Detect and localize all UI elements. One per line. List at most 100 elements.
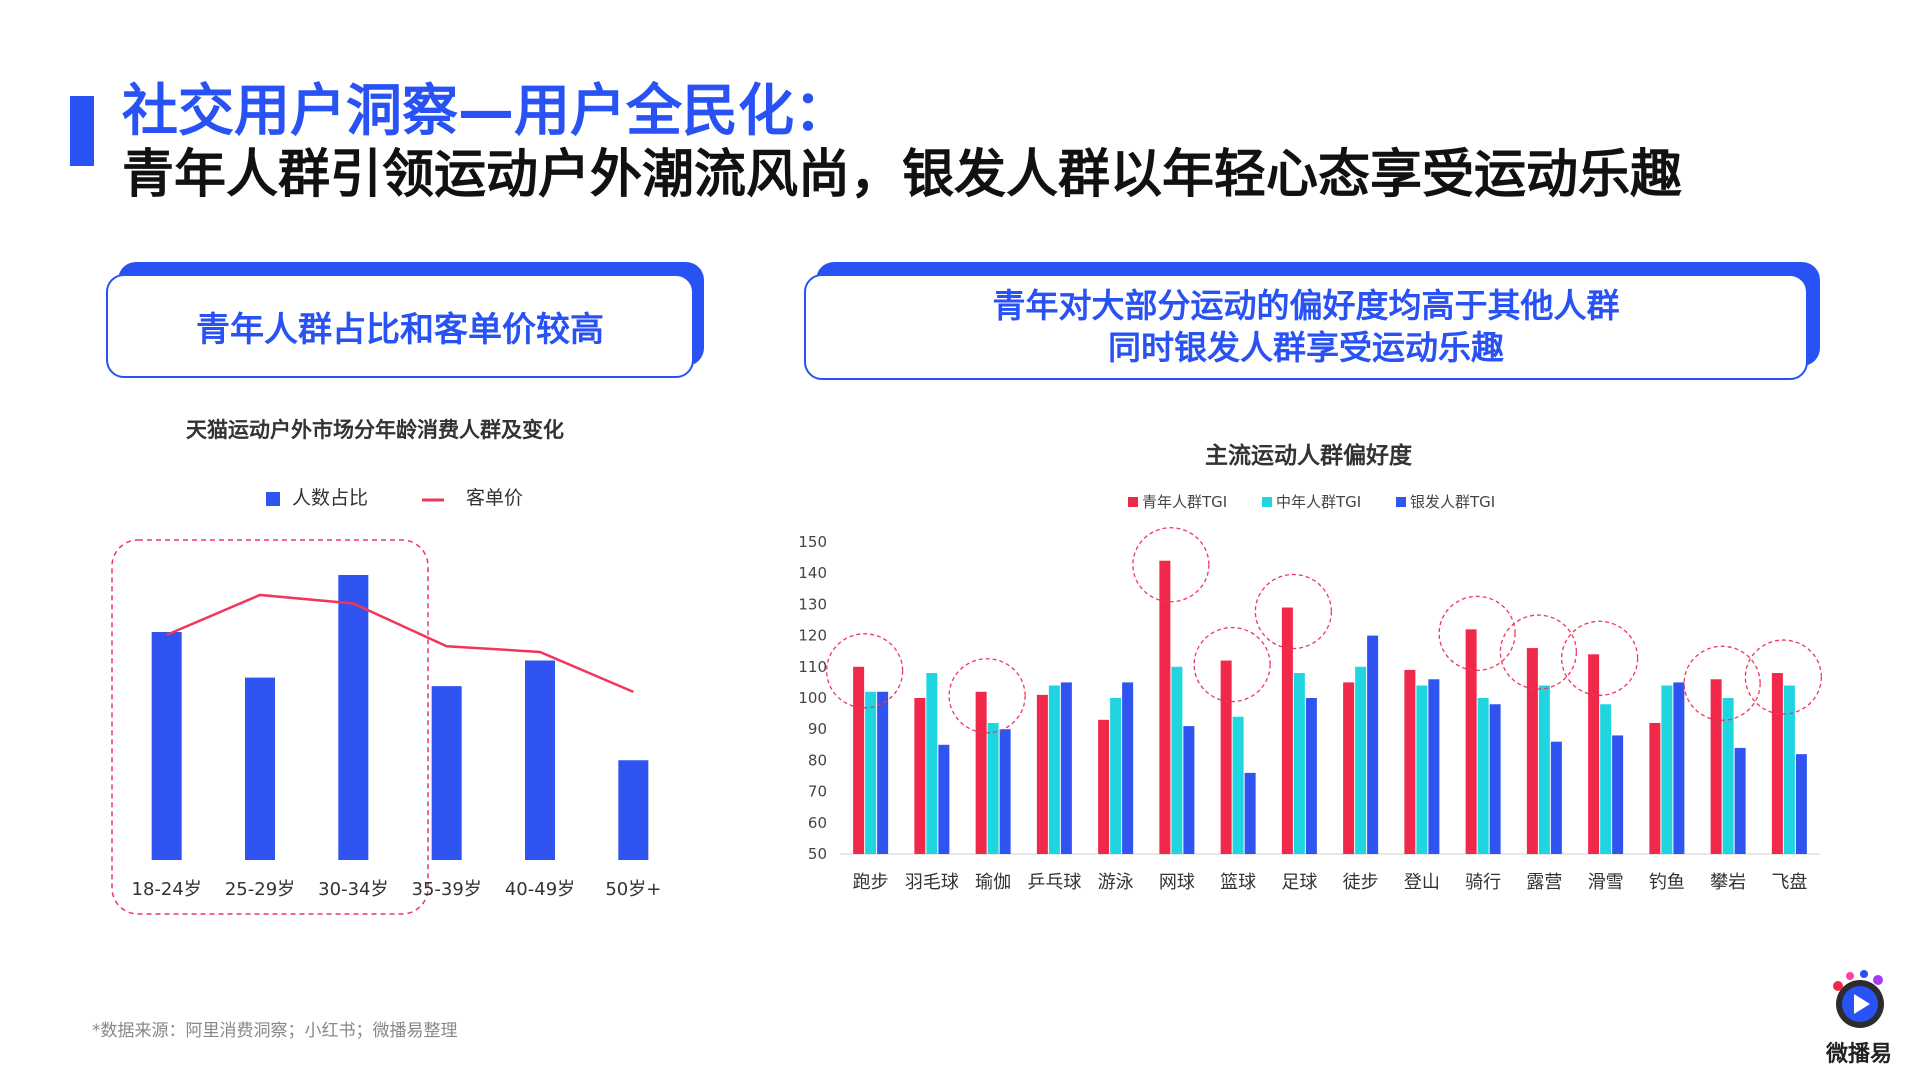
x-tick-label-1: 25-29岁	[225, 879, 295, 900]
bar-young-11	[1526, 648, 1538, 854]
bar-middle-6	[1232, 716, 1244, 854]
x-tick-label-12: 滑雪	[1588, 872, 1624, 893]
logo-text: 微播易	[1826, 1042, 1893, 1067]
right-callout-line1: 青年对大部分运动的偏好度均高于其他人群	[992, 286, 1620, 325]
x-tick-label-5: 50岁+	[605, 879, 661, 900]
bar-silver-8	[1367, 635, 1379, 854]
bar-middle-1	[926, 673, 938, 854]
bar-silver-14	[1734, 747, 1746, 854]
bar-young-5	[1159, 560, 1171, 854]
x-tick-label-0: 18-24岁	[132, 879, 202, 900]
bar-silver-2	[999, 729, 1011, 854]
bar-middle-11	[1538, 685, 1550, 854]
x-tick-label-5: 网球	[1159, 872, 1195, 893]
bar-middle-4	[1110, 698, 1122, 854]
legend-swatch-silver	[1396, 497, 1406, 507]
legend-label-young: 青年人群TGI	[1142, 493, 1227, 511]
legend-label-price: 客单价	[466, 487, 523, 509]
bar-young-10	[1465, 629, 1477, 854]
legend-label-count: 人数占比	[292, 487, 368, 509]
legend-label-middle: 中年人群TGI	[1276, 493, 1361, 511]
right-callout: 青年对大部分运动的偏好度均高于其他人群 同时银发人群享受运动乐趣	[804, 274, 1808, 380]
highlight-circle-5	[1132, 527, 1210, 603]
left-callout: 青年人群占比和客单价较高	[106, 274, 694, 378]
x-tick-label-4: 40-49岁	[505, 879, 575, 900]
weiboyi-logo-icon	[1833, 970, 1884, 1028]
bar-young-4	[1098, 719, 1110, 854]
bar-young-13	[1649, 722, 1661, 854]
left-chart-legend: 人数占比 客单价	[266, 487, 523, 509]
highlight-circle-15	[1744, 639, 1823, 715]
legend-label-silver: 银发人群TGI	[1410, 493, 1495, 511]
x-tick-label-9: 登山	[1404, 872, 1440, 893]
bar-silver-4	[1122, 682, 1134, 854]
bar-silver-15	[1795, 754, 1807, 854]
y-tick-label-1: 60	[808, 814, 827, 832]
y-tick-label-9: 140	[798, 564, 827, 582]
bar-share-1	[245, 677, 275, 860]
bar-share-2	[338, 575, 369, 860]
highlight-circle-0	[825, 633, 904, 709]
bar-silver-6	[1244, 772, 1256, 854]
bar-middle-10	[1477, 698, 1489, 854]
x-tick-label-14: 攀岩	[1710, 872, 1746, 893]
bar-middle-13	[1661, 685, 1673, 854]
x-tick-label-1: 羽毛球	[905, 872, 959, 893]
legend-swatch-count	[266, 492, 280, 506]
bar-middle-8	[1355, 666, 1367, 854]
highlight-circle-14	[1683, 645, 1761, 721]
legend-swatch-young	[1128, 497, 1138, 507]
page-subtitle: 青年人群引领运动户外潮流风尚，银发人群以年轻心态享受运动乐趣	[122, 145, 1683, 205]
bar-silver-5	[1183, 726, 1195, 854]
bar-share-0	[151, 632, 182, 860]
bar-middle-14	[1722, 698, 1734, 854]
x-tick-label-8: 徒步	[1343, 872, 1379, 893]
y-tick-label-0: 50	[808, 845, 827, 863]
bar-young-7	[1281, 607, 1293, 854]
bar-silver-11	[1550, 741, 1562, 854]
x-tick-label-6: 篮球	[1220, 872, 1256, 893]
x-tick-label-7: 足球	[1281, 872, 1317, 893]
x-tick-label-2: 瑜伽	[975, 872, 1011, 893]
bar-middle-12	[1600, 704, 1612, 854]
x-tick-label-11: 露营	[1526, 872, 1562, 893]
y-tick-label-10: 150	[798, 533, 827, 551]
y-tick-label-8: 130	[798, 595, 827, 613]
bar-silver-12	[1612, 735, 1624, 854]
bar-middle-0	[865, 691, 877, 854]
highlight-circle-2	[948, 658, 1026, 734]
bar-young-12	[1588, 654, 1600, 854]
bar-young-0	[853, 666, 865, 854]
x-tick-label-3: 35-39岁	[412, 879, 482, 900]
page-title: 社交用户洞察—用户全民化：	[122, 79, 850, 144]
highlight-circle-6	[1193, 626, 1271, 703]
highlight-circle-7	[1254, 573, 1333, 650]
bar-young-3	[1036, 694, 1048, 854]
title-accent-bar	[70, 96, 94, 166]
bar-middle-9	[1416, 685, 1428, 854]
highlight-circle-12	[1560, 620, 1639, 696]
right-chart-title: 主流运动人群偏好度	[1205, 443, 1412, 469]
left-chart-title: 天猫运动户外市场分年龄消费人群及变化	[186, 418, 564, 442]
x-tick-label-10: 骑行	[1465, 872, 1501, 893]
bar-silver-9	[1428, 679, 1440, 854]
x-tick-label-3: 乒乓球	[1027, 872, 1081, 893]
x-tick-label-15: 飞盘	[1771, 872, 1807, 893]
legend-swatch-middle	[1262, 497, 1272, 507]
x-tick-label-2: 30-34岁	[318, 879, 388, 900]
y-tick-label-5: 100	[798, 689, 827, 707]
right-callout-line2: 同时银发人群享受运动乐趣	[1108, 328, 1504, 367]
bar-young-15	[1771, 673, 1783, 854]
x-tick-label-4: 游泳	[1098, 872, 1134, 893]
line-avg-price	[166, 593, 634, 693]
highlight-circle-11	[1499, 614, 1578, 690]
left-chart: 人数占比 客单价 18-24岁 25-29岁 30-34岁 35-39岁 40-49岁 5…	[111, 487, 661, 915]
y-tick-label-6: 110	[798, 658, 827, 676]
bar-share-3	[431, 686, 462, 860]
bar-middle-7	[1293, 673, 1305, 854]
y-tick-label-7: 120	[798, 627, 827, 645]
bar-silver-1	[938, 744, 950, 854]
x-tick-label-13: 钓鱼	[1649, 872, 1685, 893]
bar-young-6	[1220, 660, 1232, 854]
bar-silver-0	[877, 691, 889, 854]
